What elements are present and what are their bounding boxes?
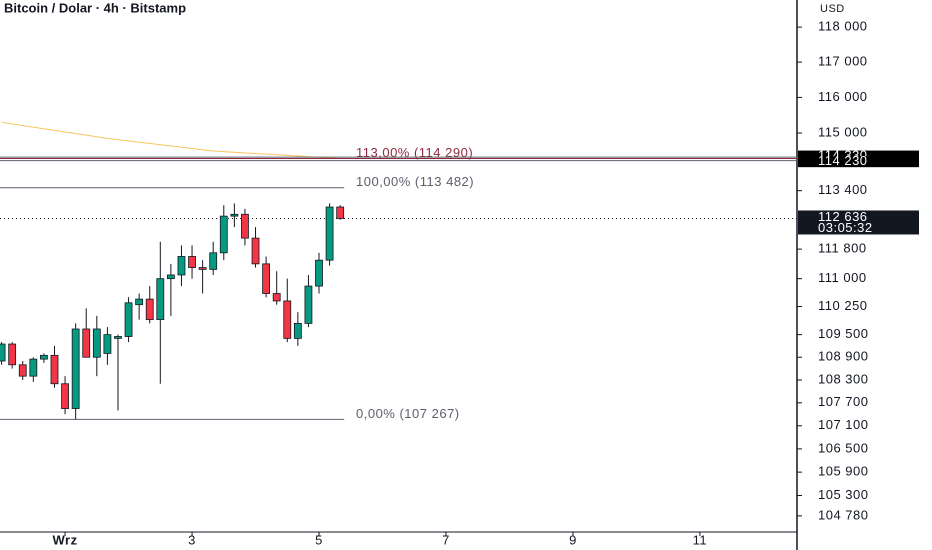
x-tick-label: 3 [188,532,196,547]
y-tick-label: 118 000 [818,19,868,34]
fib-label: 100,00% (113 482) [356,174,474,189]
candle-body [251,237,260,265]
y-tick-label: 108 300 [818,371,869,386]
x-tick-label: 7 [442,532,450,547]
candle-body [230,213,239,217]
y-tick-label: 105 900 [818,464,869,479]
candle-body [135,298,144,306]
y-tick-label: 117 000 [818,54,868,69]
candle-body [40,354,48,360]
candle-body [8,343,17,366]
y-tick-label: 105 300 [818,487,869,502]
candle-body [71,328,80,409]
candle-body [103,334,112,354]
candle-body [209,252,218,270]
candle-body [241,213,249,239]
x-tick-label: 9 [569,532,577,547]
fib-label: 0,00% (107 267) [356,406,460,421]
candle-body [262,263,271,294]
candle-body [198,267,207,270]
y-tick-label: 109 500 [818,326,869,341]
candle-body [188,256,196,268]
candle-body [156,278,165,321]
candle-body [50,354,59,385]
candle-body [92,328,101,358]
x-tick-label: 11 [693,532,708,547]
candle-body [315,259,323,287]
candle-body [177,256,186,276]
y-tick-label: 113 400 [818,182,868,197]
y-tick-label: 110 250 [818,298,868,313]
fib-label: 113,00% (114 290) [356,145,473,160]
candle-body [219,215,228,254]
candle-body [272,293,281,302]
moving-average [1,121,341,160]
candle-body [283,300,292,339]
y-tick-label: 116 000 [818,89,868,104]
x-tick-label: Wrz [53,532,78,547]
y-tick-label: 104 780 [818,507,869,522]
y-tick-label: 115 000 [818,124,868,139]
y-tick-label: 107 100 [818,417,869,432]
candle-body [114,336,122,339]
candle-body [166,274,175,280]
y-tick-label: 107 700 [818,394,869,409]
candle-body [304,285,313,324]
x-tick-label: 5 [315,532,323,547]
price-tag [798,150,919,162]
chart-title: Bitcoin / Dolar · 4h · Bitstamp [4,0,186,15]
candle-body [18,364,27,377]
y-tick-label: 106 500 [818,440,869,455]
candle-body [325,206,334,261]
countdown: 03:05:32 [818,220,873,235]
last-price-tag [798,210,919,235]
y-tick-label: 111 800 [818,241,867,256]
last-price-label: 112 636 [818,209,868,224]
y-tick-label: 108 900 [818,349,869,364]
candle-body [82,328,91,358]
candle-body [145,298,154,321]
candle-body [124,302,133,337]
candle-body [29,358,38,377]
candle-body [0,343,6,362]
price-tag-label: 114 230 [818,153,868,168]
candle-body [336,206,345,219]
candle-body [293,322,302,339]
price-tag [798,156,919,168]
candle-body [61,383,69,409]
y-tick-label: 111 000 [818,270,867,285]
price-unit: USD [820,3,845,15]
